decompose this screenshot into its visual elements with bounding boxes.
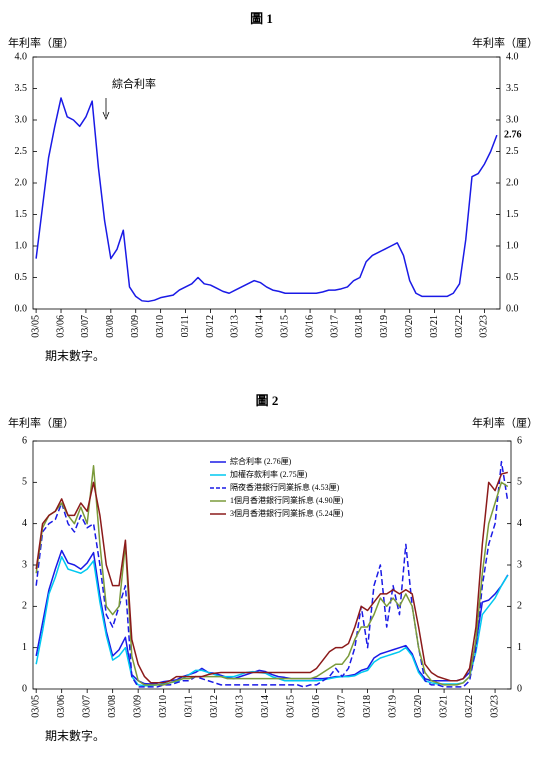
y-axis-label: 年利率（厘） xyxy=(8,416,74,430)
y-tick-label: 1 xyxy=(22,642,27,653)
y2-tick-label: 2 xyxy=(517,601,522,612)
y2-tick-label: 1 xyxy=(517,642,522,653)
x-tick-label: 03/11 xyxy=(183,695,194,717)
x-tick-label: 03/05 xyxy=(30,315,41,338)
line-series xyxy=(35,471,508,684)
x-tick-label: 03/19 xyxy=(379,315,390,338)
y-tick-label: 0.5 xyxy=(15,272,28,283)
annotation: 綜合利率 xyxy=(112,77,156,91)
x-tick-label: 03/18 xyxy=(362,695,373,718)
x-tick-label: 03/16 xyxy=(304,315,315,338)
x-tick-label: 03/06 xyxy=(55,315,66,338)
end-value-label: 2.76 xyxy=(504,129,522,140)
x-tick-label: 03/11 xyxy=(180,315,191,337)
x-tick-label: 03/13 xyxy=(234,695,245,718)
x-tick-label: 03/10 xyxy=(155,315,166,338)
y2-tick-label: 5 xyxy=(517,477,522,488)
y-tick-label: 2 xyxy=(22,601,27,612)
line-series xyxy=(35,549,509,685)
y2-tick-label: 0.5 xyxy=(506,272,519,283)
y-axis-label: 年利率（厘） xyxy=(8,36,74,50)
y-tick-label: 3.0 xyxy=(15,114,28,125)
x-tick-label: 03/16 xyxy=(311,695,322,718)
x-tick-label: 03/15 xyxy=(279,315,290,338)
y2-tick-label: 3.5 xyxy=(506,83,519,94)
annotation-arrowhead xyxy=(102,111,110,121)
x-tick-label: 03/23 xyxy=(489,695,500,718)
line-series xyxy=(35,460,509,688)
x-tick-label: 03/22 xyxy=(454,315,465,338)
line-series xyxy=(35,555,509,687)
x-tick-label: 03/08 xyxy=(105,315,116,338)
plot-frame xyxy=(32,56,501,310)
y-tick-label: 2.5 xyxy=(15,146,28,157)
y-tick-label: 1.0 xyxy=(15,240,28,251)
x-tick-label: 03/20 xyxy=(413,695,424,718)
chart-title: 圖 2 xyxy=(256,393,279,408)
x-tick-label: 03/21 xyxy=(438,695,449,718)
x-tick-label: 03/05 xyxy=(30,695,41,718)
chart-title: 圖 1 xyxy=(250,11,273,26)
y2-tick-label: 0.0 xyxy=(506,303,519,314)
x-tick-label: 03/18 xyxy=(354,315,365,338)
legend-label: 綜合利率 (2.76厘) xyxy=(230,456,292,466)
y-tick-label: 0.0 xyxy=(15,303,28,314)
y2-tick-label: 3.0 xyxy=(506,114,519,125)
y-tick-label: 1.5 xyxy=(15,209,28,220)
legend-label: 隔夜香港銀行同業拆息 (4.53厘) xyxy=(230,482,340,492)
x-tick-label: 03/10 xyxy=(158,695,169,718)
footnote: 期末數字。 xyxy=(45,348,105,363)
x-tick-label: 03/20 xyxy=(404,315,415,338)
x-tick-label: 03/08 xyxy=(107,695,118,718)
y-tick-label: 0 xyxy=(22,683,27,694)
line-series xyxy=(35,97,498,303)
y-tick-label: 3 xyxy=(22,559,27,570)
x-tick-label: 03/12 xyxy=(209,695,220,718)
y2-axis-label: 年利率（厘） xyxy=(472,416,538,430)
x-tick-label: 03/09 xyxy=(130,315,141,338)
y-tick-label: 4 xyxy=(22,518,27,529)
y2-tick-label: 3 xyxy=(517,559,522,570)
y-tick-label: 2.0 xyxy=(15,177,28,188)
x-tick-label: 03/07 xyxy=(81,695,92,718)
y2-tick-label: 2.5 xyxy=(506,146,519,157)
y2-tick-label: 1.5 xyxy=(506,209,519,220)
x-tick-label: 03/22 xyxy=(464,695,475,718)
x-tick-label: 03/14 xyxy=(255,315,266,338)
y2-axis-label: 年利率（厘） xyxy=(472,36,538,50)
legend-label: 3個月香港銀行同業拆息 (5.24厘) xyxy=(230,508,344,518)
x-tick-label: 03/15 xyxy=(285,695,296,718)
y2-tick-label: 1.0 xyxy=(506,240,519,251)
x-tick-label: 03/17 xyxy=(329,315,340,338)
x-tick-label: 03/13 xyxy=(230,315,241,338)
x-tick-label: 03/12 xyxy=(205,315,216,338)
x-tick-label: 03/19 xyxy=(387,695,398,718)
x-tick-label: 03/21 xyxy=(429,315,440,338)
y2-tick-label: 6 xyxy=(517,435,522,446)
x-tick-label: 03/09 xyxy=(132,695,143,718)
legend-label: 加權存款利率 (2.75厘) xyxy=(230,469,308,479)
x-tick-label: 03/07 xyxy=(80,315,91,338)
x-tick-label: 03/14 xyxy=(260,695,271,718)
y-tick-label: 5 xyxy=(22,477,27,488)
y2-tick-label: 2.0 xyxy=(506,177,519,188)
y-tick-label: 4.0 xyxy=(15,51,28,62)
y2-tick-label: 0 xyxy=(517,683,522,694)
y-tick-label: 6 xyxy=(22,435,27,446)
y-tick-label: 3.5 xyxy=(15,83,28,94)
x-tick-label: 03/23 xyxy=(479,315,490,338)
x-tick-label: 03/17 xyxy=(336,695,347,718)
line-series xyxy=(35,465,509,686)
legend-label: 1個月香港銀行同業拆息 (4.90厘) xyxy=(230,495,344,505)
y2-tick-label: 4 xyxy=(517,518,522,529)
y2-tick-label: 4.0 xyxy=(506,51,519,62)
footnote: 期末數字。 xyxy=(45,728,105,743)
x-tick-label: 03/06 xyxy=(56,695,67,718)
